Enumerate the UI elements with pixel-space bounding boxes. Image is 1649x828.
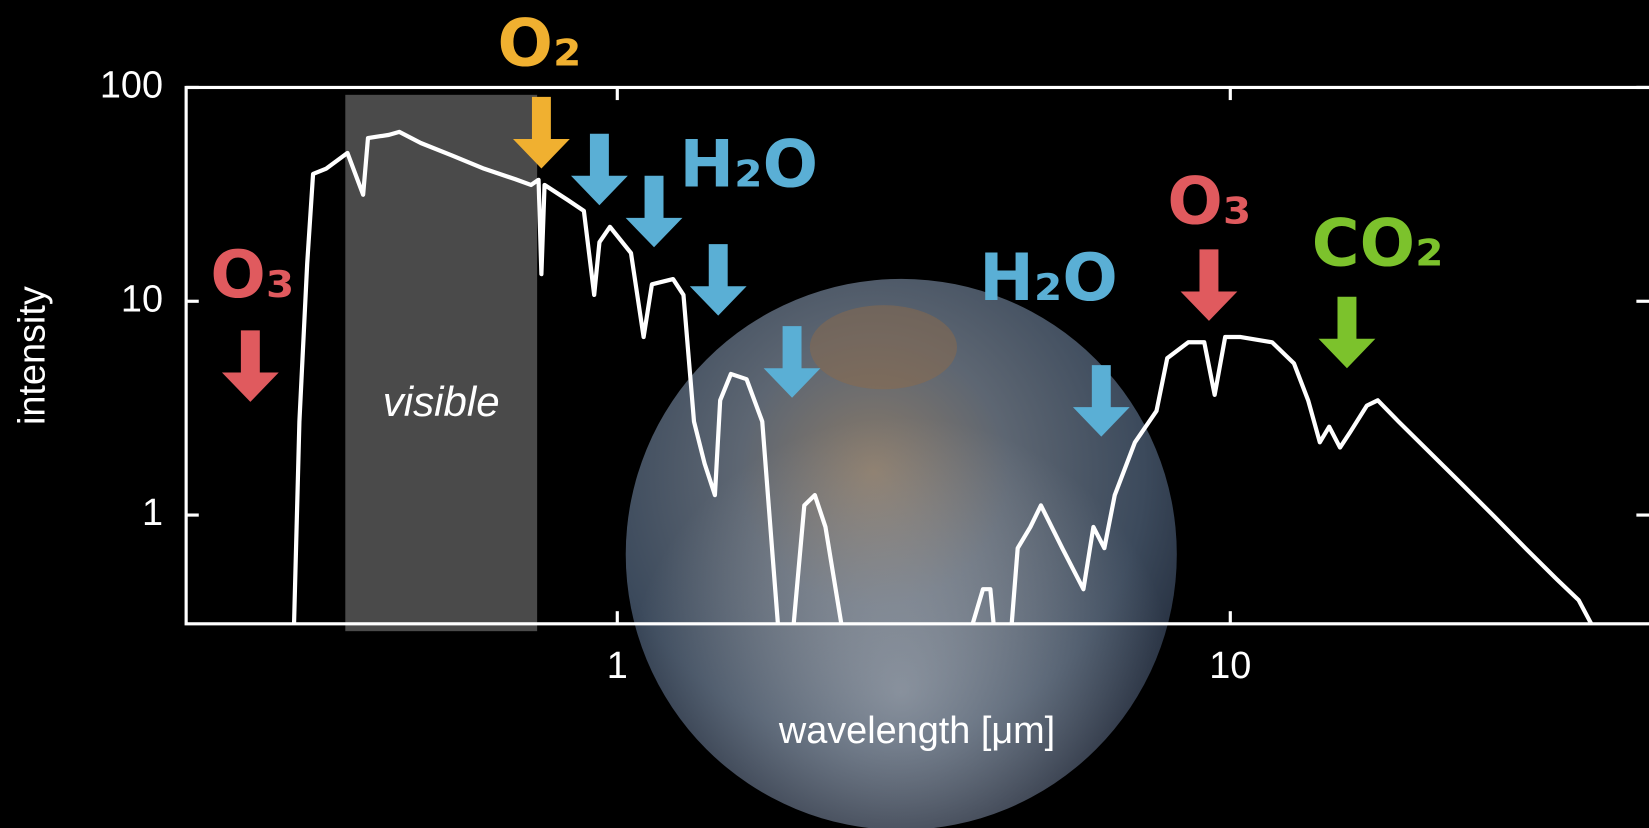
absorption-arrow — [1318, 296, 1376, 369]
absorption-arrow — [763, 326, 821, 398]
x-tick-label: 10 — [1209, 645, 1251, 687]
absorption-arrow — [221, 330, 279, 402]
molecule-label: O₃ — [1167, 163, 1251, 239]
plot-frame — [184, 85, 1649, 626]
y-tick-label: 1 — [142, 492, 163, 534]
visible-region — [345, 94, 538, 632]
molecule-label: H₂O — [979, 240, 1118, 316]
spectrum-line — [291, 129, 1594, 624]
absorption-arrow — [1180, 249, 1238, 321]
molecule-label: O₂ — [498, 6, 582, 82]
absorption-arrow — [625, 175, 683, 248]
absorption-arrow — [689, 244, 747, 316]
molecule-label: CO₂ — [1312, 205, 1444, 281]
y-tick-label: 100 — [100, 64, 163, 106]
absorption-arrow — [571, 133, 628, 206]
molecule-label: H₂O — [680, 127, 819, 203]
x-axis-label: wavelength [μm] — [778, 710, 1055, 752]
visible-label: visible — [383, 378, 500, 425]
absorption-arrow — [513, 96, 570, 169]
earth-image — [625, 278, 1177, 828]
absorption-arrow — [1072, 365, 1130, 437]
y-axis-label: intensity — [12, 286, 54, 425]
y-tick-label: 10 — [121, 278, 163, 320]
visible-band: visible — [345, 94, 538, 632]
molecule-label: O₃ — [210, 237, 294, 313]
x-tick-label: 1 — [607, 645, 628, 687]
